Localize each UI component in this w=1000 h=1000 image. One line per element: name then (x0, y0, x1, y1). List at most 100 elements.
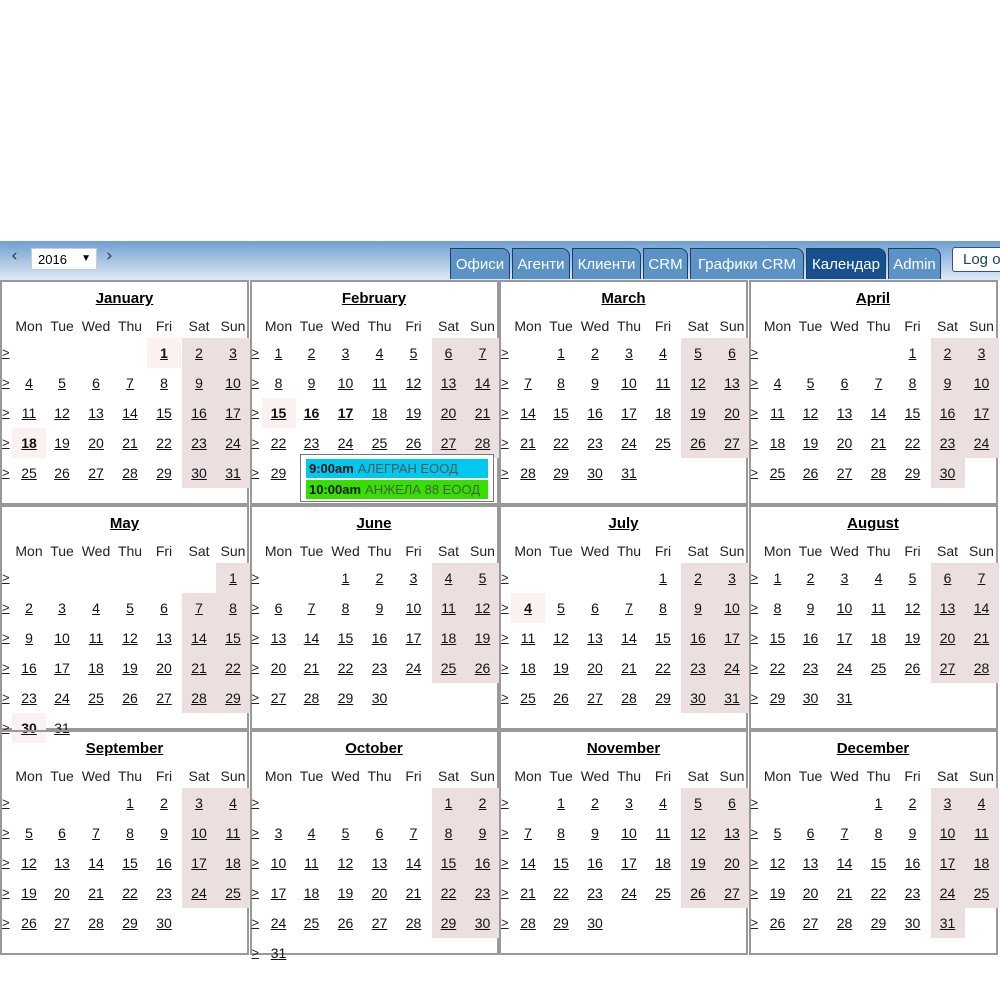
day-link[interactable]: 17 (191, 855, 207, 871)
day-link[interactable]: 27 (724, 435, 740, 451)
day-cell[interactable]: 13 (715, 368, 749, 398)
day-link[interactable]: 24 (191, 885, 207, 901)
day-cell[interactable]: 31 (216, 458, 250, 488)
day-cell[interactable]: 3 (329, 338, 363, 368)
day-cell[interactable]: 22 (113, 878, 147, 908)
tab-6[interactable]: Admin (888, 248, 941, 279)
day-link[interactable]: 19 (690, 405, 706, 421)
day-cell[interactable]: 26 (896, 653, 930, 683)
day-link[interactable]: 29 (440, 915, 457, 931)
day-cell[interactable]: 24 (612, 878, 646, 908)
day-link[interactable]: 6 (728, 345, 736, 361)
week-link[interactable]: > (501, 405, 509, 420)
day-cell[interactable]: 24 (930, 878, 965, 908)
day-link[interactable]: 13 (88, 405, 104, 421)
day-cell[interactable]: 7 (612, 593, 646, 623)
day-cell[interactable]: 20 (930, 623, 965, 653)
day-cell[interactable]: 17 (397, 623, 431, 653)
day-cell[interactable]: 9 (12, 623, 46, 653)
day-link[interactable]: 14 (870, 405, 887, 421)
day-cell[interactable]: 29 (646, 683, 680, 713)
day-cell[interactable]: 22 (216, 653, 250, 683)
day-cell[interactable]: 27 (262, 683, 296, 713)
day-link[interactable]: 14 (621, 630, 637, 646)
day-cell[interactable]: 7 (79, 818, 113, 848)
day-cell[interactable]: 18 (79, 653, 113, 683)
day-link[interactable]: 16 (191, 405, 207, 421)
day-link[interactable]: 7 (524, 375, 532, 391)
week-link[interactable]: > (501, 600, 509, 615)
day-cell[interactable]: 25 (216, 878, 250, 908)
day-link[interactable]: 23 (474, 885, 491, 901)
day-cell[interactable]: 13 (828, 398, 862, 428)
day-cell[interactable]: 17 (612, 848, 646, 878)
day-link[interactable]: 29 (870, 915, 887, 931)
day-link[interactable]: 23 (587, 435, 603, 451)
day-cell[interactable]: 11 (295, 848, 329, 878)
day-cell[interactable]: 5 (45, 368, 79, 398)
week-link[interactable]: > (750, 885, 759, 900)
week-link[interactable]: > (501, 570, 509, 585)
day-cell[interactable]: 28 (612, 683, 646, 713)
day-cell[interactable]: 31 (930, 908, 965, 938)
day-link[interactable]: 10 (836, 600, 853, 616)
day-cell[interactable]: 25 (431, 653, 466, 683)
day-link[interactable]: 17 (939, 855, 956, 871)
week-link[interactable]: > (251, 600, 260, 615)
day-link[interactable]: 17 (836, 630, 853, 646)
day-cell[interactable]: 4 (295, 818, 329, 848)
day-link[interactable]: 9 (943, 375, 952, 391)
day-cell[interactable]: 21 (511, 878, 545, 908)
day-link[interactable]: 14 (122, 405, 138, 421)
day-link[interactable]: 14 (191, 630, 207, 646)
day-cell[interactable]: 18 (862, 623, 896, 653)
day-cell[interactable]: 14 (511, 398, 545, 428)
month-title[interactable]: February (341, 290, 407, 307)
day-link[interactable]: 31 (54, 720, 70, 736)
day-link[interactable]: 19 (474, 630, 491, 646)
day-link[interactable]: 22 (870, 885, 887, 901)
day-cell[interactable]: 5 (544, 593, 578, 623)
day-link[interactable]: 15 (156, 405, 172, 421)
day-link[interactable]: 12 (122, 630, 138, 646)
day-cell[interactable]: 19 (681, 398, 715, 428)
day-cell[interactable]: 2 (182, 338, 216, 368)
day-cell[interactable]: 27 (715, 878, 749, 908)
day-cell[interactable]: 8 (216, 593, 250, 623)
day-link[interactable]: 21 (836, 885, 853, 901)
day-link[interactable]: 22 (553, 885, 569, 901)
day-link[interactable]: 1 (874, 795, 883, 811)
day-link[interactable]: 6 (58, 825, 66, 841)
day-cell[interactable]: 1 (544, 788, 578, 818)
day-cell[interactable]: 24 (964, 428, 999, 458)
day-link[interactable]: 3 (341, 345, 350, 361)
day-cell[interactable]: 14 (828, 848, 862, 878)
day-link[interactable]: 10 (973, 375, 990, 391)
day-link[interactable]: 18 (225, 855, 241, 871)
day-link[interactable]: 6 (444, 345, 453, 361)
day-link[interactable]: 9 (694, 600, 702, 616)
day-cell[interactable]: 6 (715, 338, 749, 368)
month-title[interactable]: October (345, 740, 403, 757)
day-link[interactable]: 27 (54, 915, 70, 931)
day-cell[interactable]: 12 (681, 368, 715, 398)
day-cell[interactable]: 5 (794, 368, 828, 398)
day-cell[interactable]: 2 (681, 563, 715, 593)
event-item[interactable]: 10:00am АНЖЕЛА 88 ЕООД (306, 480, 488, 499)
day-link[interactable]: 11 (974, 825, 989, 841)
week-link[interactable]: > (750, 375, 759, 390)
day-cell[interactable]: 20 (431, 398, 466, 428)
day-cell[interactable]: 16 (930, 398, 965, 428)
day-cell[interactable]: 1 (216, 563, 250, 593)
day-cell[interactable]: 29 (147, 458, 181, 488)
day-cell[interactable]: 5 (397, 338, 431, 368)
day-cell[interactable]: 18 (761, 428, 795, 458)
tab-0[interactable]: Офиси (450, 248, 510, 279)
day-cell[interactable]: 18 (295, 878, 329, 908)
day-link[interactable]: 20 (54, 885, 70, 901)
day-link[interactable]: 11 (655, 375, 671, 391)
day-link[interactable]: 8 (659, 600, 667, 616)
day-cell[interactable]: 3 (262, 818, 296, 848)
day-cell[interactable]: 11 (761, 398, 795, 428)
day-link[interactable]: 16 (904, 855, 921, 871)
